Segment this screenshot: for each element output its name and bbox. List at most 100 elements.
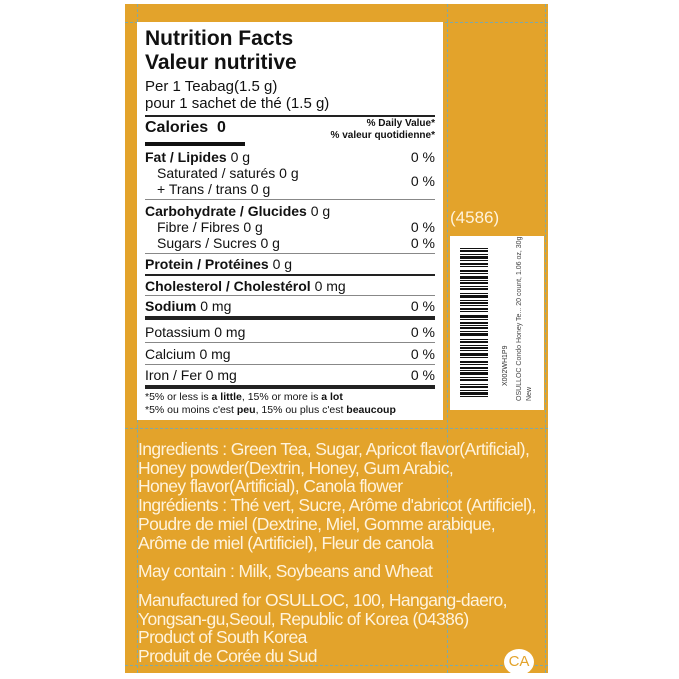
row-saturated: Saturated / saturés 0 g (157, 165, 299, 181)
barcode-bar (460, 364, 488, 365)
dv-sugars: 0 % (410, 235, 435, 251)
row-carb: Carbohydrate / Glucides 0 g (145, 203, 330, 219)
amount: 0 mg (314, 278, 346, 294)
t: a little (211, 391, 242, 403)
barcode-bar (460, 263, 488, 265)
fold-line (125, 665, 548, 666)
serving-en: Per 1 Teabag(1.5 g) (145, 78, 278, 95)
barcode-bar (460, 276, 488, 279)
ingredients-line: Ingrédients : Thé vert, Sucre, Arôme d'a… (138, 495, 536, 516)
barcode-bar (460, 315, 488, 318)
fold-line (545, 4, 546, 673)
ingredients-line: Honey powder(Dextrin, Honey, Gum Arabic, (138, 457, 454, 478)
row-sodium: Sodium 0 mg (145, 298, 231, 314)
barcode-bar (460, 386, 488, 388)
dv-calcium: 0 % (410, 346, 435, 362)
dv-iron: 0 % (410, 367, 435, 383)
barcode-bar (460, 248, 488, 249)
serving-fr: pour 1 sachet de thé (1.5 g) (145, 95, 330, 112)
row-cholesterol: Cholesterol / Cholestérol 0 mg (145, 278, 346, 294)
barcode-bar (460, 300, 488, 301)
barcode-bar (460, 319, 488, 320)
barcode-bar (460, 367, 488, 369)
barcode-bar (460, 266, 488, 267)
t: , 15% ou plus c'est (255, 404, 347, 416)
barcode-bar (460, 361, 488, 363)
divider (145, 295, 435, 296)
dv-fat: 0 % (410, 149, 435, 165)
row-trans: + Trans / trans 0 g (157, 181, 271, 197)
footnote-en: *5% or less is a little, 15% or more is … (145, 391, 343, 403)
manufacturer-line: Yongsan-gu,Seoul, Republic of Korea (043… (138, 608, 469, 629)
barcode-bar (460, 311, 488, 312)
row-iron: Iron / Fer 0 mg (145, 367, 237, 383)
label: Sodium (145, 298, 197, 314)
barcode-bar (460, 260, 488, 261)
barcode-bar (460, 379, 488, 381)
title-fr: Valeur nutritive (145, 51, 297, 74)
barcode-bar (460, 350, 488, 351)
amount: 0 g (230, 149, 251, 165)
origin-en: Product of South Korea (138, 627, 307, 648)
fold-line (447, 4, 448, 673)
t: *5% or less is (145, 391, 212, 403)
barcode-bar (460, 256, 488, 259)
amount: 0 g (272, 256, 293, 272)
t: , 15% or more is (241, 391, 322, 403)
dv-fibre: 0 % (410, 219, 435, 235)
dv-potassium: 0 % (410, 324, 435, 340)
label: Fat / Lipides (145, 149, 227, 165)
barcode-condition: New (526, 386, 533, 401)
t: peu (236, 404, 256, 416)
dv-sodium: 0 % (410, 298, 435, 314)
divider (145, 385, 435, 389)
barcode-bar (460, 327, 488, 329)
ca-badge: CA (504, 649, 534, 675)
t: a lot (321, 391, 343, 403)
divider (145, 316, 435, 320)
barcode-bar (460, 384, 488, 385)
barcode-code: X002WH1P9 (502, 345, 509, 386)
ingredients-line: Poudre de miel (Dextrine, Miel, Gomme ar… (138, 513, 496, 534)
ingredients-line: Honey flavor(Artificial), Canola flower (138, 476, 403, 497)
barcode-bar (460, 273, 488, 274)
divider (145, 115, 435, 117)
ingredients-block: Ingredients : Green Tea, Sugar, Apricot … (138, 440, 536, 666)
divider (145, 253, 435, 254)
amount: 0 mg (200, 298, 232, 314)
barcode-bar (460, 288, 488, 290)
footnote-fr: *5% ou moins c'est peu, 15% ou plus c'es… (145, 404, 396, 416)
t: *5% ou moins c'est (145, 404, 237, 416)
barcode-bar (460, 250, 488, 252)
calories-label: Calories (145, 119, 209, 136)
barcode-bar (460, 333, 488, 336)
divider (145, 364, 435, 365)
ingredients-line: Ingredients : Green Tea, Sugar, Apricot … (138, 439, 530, 459)
barcode-bar (460, 396, 488, 397)
barcode-bar (460, 270, 488, 272)
barcode-bar (460, 322, 488, 324)
fold-line (125, 428, 548, 429)
calories: Calories 0 (145, 119, 226, 137)
side-code: (4586) (450, 208, 500, 227)
barcode-bar (460, 347, 488, 349)
barcode-bar (460, 390, 488, 391)
row-potassium: Potassium 0 mg (145, 324, 246, 340)
barcode-bar (460, 293, 488, 294)
barcode-bar (460, 331, 488, 332)
barcode-icon (460, 248, 488, 398)
barcode-bar (460, 353, 488, 356)
amount: 0 g (310, 203, 331, 219)
dv-en: % Daily Value* (366, 118, 435, 129)
label: Carbohydrate / Glucides (145, 203, 307, 219)
row-fat: Fat / Lipides 0 g (145, 149, 250, 165)
barcode-bar (460, 339, 488, 340)
barcode-bar (460, 325, 488, 326)
barcode-bar (460, 286, 488, 287)
divider (145, 342, 435, 343)
t: beaucoup (346, 404, 396, 416)
barcode-bar (460, 392, 488, 395)
barcode-bar (460, 295, 488, 298)
divider (145, 142, 245, 146)
barcode-bar (460, 357, 488, 358)
